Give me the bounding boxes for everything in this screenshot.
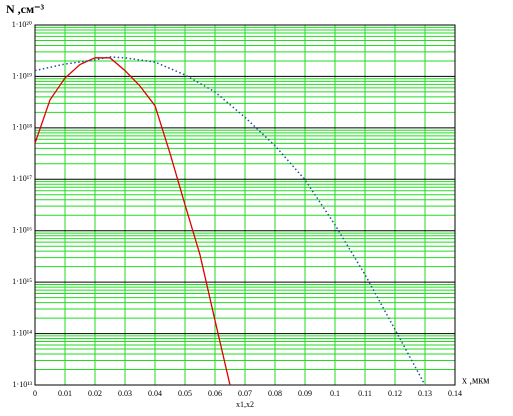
y-tick-label: 1·10¹⁹ — [12, 71, 32, 80]
x-tick-label: 0.07 — [238, 389, 252, 398]
x-tick-label: 0.04 — [148, 389, 162, 398]
x-tick-label: 0.11 — [358, 389, 372, 398]
x-tick-label: 0.1 — [330, 389, 340, 398]
y-tick-label: 1·10¹⁵ — [12, 277, 32, 286]
x-tick-label: 0.14 — [448, 389, 462, 398]
chart-title: N ,см⁻³ — [6, 2, 45, 16]
x-tick-label: 0.12 — [388, 389, 402, 398]
x-tick-label: 0.06 — [208, 389, 222, 398]
y-tick-label: 1·10¹³ — [13, 380, 33, 389]
y-tick-label: 1·10²⁰ — [12, 20, 32, 29]
x-tick-label: 0.08 — [268, 389, 282, 398]
x-tick-label: 0.01 — [58, 389, 72, 398]
x-tick-label: 0.02 — [88, 389, 102, 398]
x-tick-label: 0 — [33, 389, 37, 398]
series-line — [34, 56, 426, 386]
series-line — [34, 57, 231, 386]
x-tick-label: 0.03 — [118, 389, 132, 398]
x-axis-name: x1,x2 — [236, 400, 254, 409]
x-tick-label: 0.13 — [418, 389, 432, 398]
y-tick-label: 1·10¹⁷ — [12, 174, 32, 183]
x-tick-label: 0.09 — [298, 389, 312, 398]
x-tick-label: 0.05 — [178, 389, 192, 398]
y-tick-label: 1·10¹⁶ — [12, 226, 32, 235]
plot-border — [34, 24, 456, 386]
y-tick-label: 1·10¹⁴ — [12, 328, 32, 337]
y-tick-label: 1·10¹⁸ — [12, 123, 32, 132]
x-axis-title: x ,мкм — [462, 375, 490, 386]
